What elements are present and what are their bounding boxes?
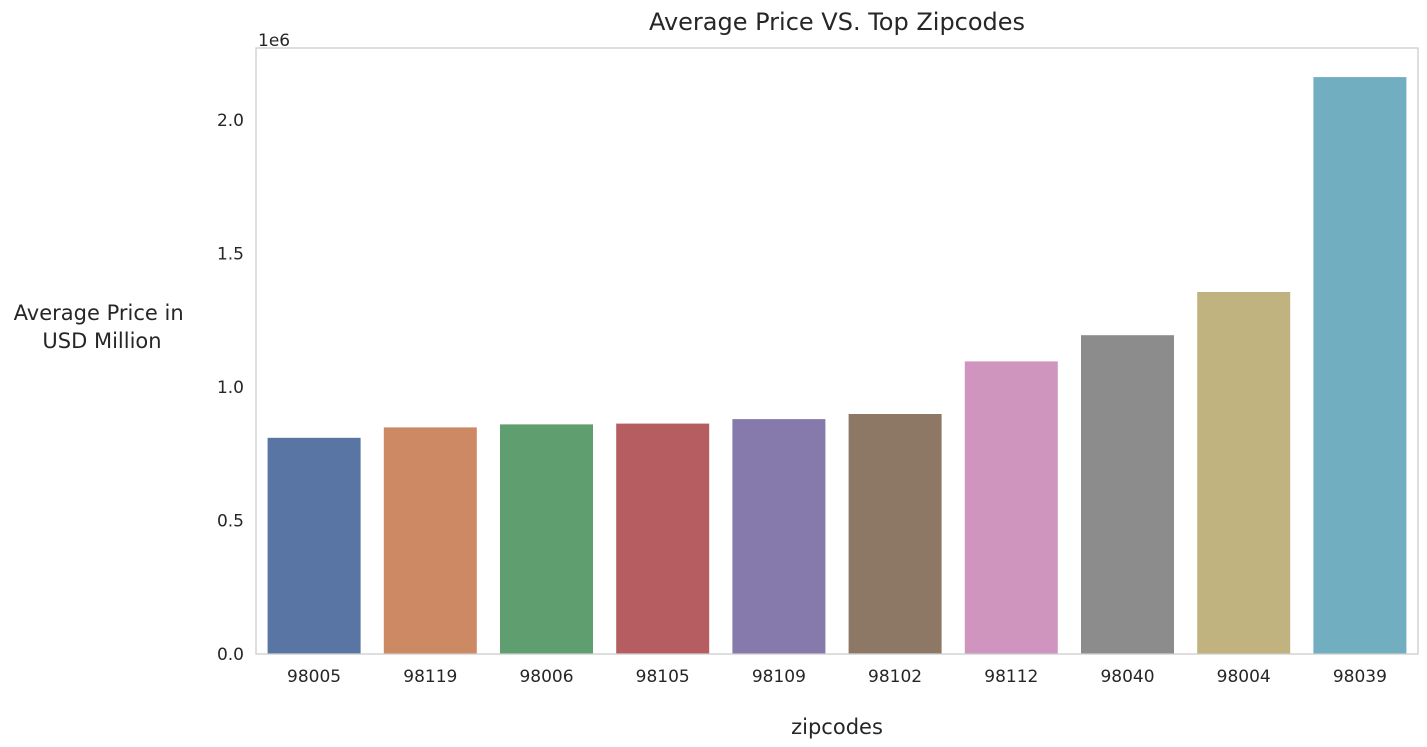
x-axis-label: zipcodes — [791, 715, 883, 739]
x-tick-label: 98039 — [1333, 667, 1387, 687]
y-tick-label: 1.0 — [217, 378, 244, 398]
bar-98039 — [1313, 77, 1407, 655]
y-axis-label: Average Price in USD Million — [14, 301, 191, 353]
x-tick-label: 98109 — [752, 667, 806, 687]
x-tick-label: 98040 — [1100, 667, 1154, 687]
x-tick-label: 98004 — [1217, 667, 1271, 687]
x-tick-label: 98105 — [636, 667, 690, 687]
bar-98105 — [616, 423, 710, 654]
y-axis-offset-label: 1e6 — [258, 31, 290, 51]
bar-98004 — [1197, 292, 1291, 654]
x-tick-label: 98119 — [403, 667, 457, 687]
plot-frame — [255, 47, 1419, 655]
x-tick-label: 98005 — [287, 667, 341, 687]
x-tick-label: 98102 — [868, 667, 922, 687]
x-tick-label: 98112 — [984, 667, 1038, 687]
bar-98006 — [500, 424, 593, 654]
chart-title: Average Price VS. Top Zipcodes — [649, 8, 1025, 36]
y-axis-label-line-1: Average Price in — [14, 301, 184, 325]
bar-98119 — [383, 427, 477, 654]
bar-98040 — [1081, 335, 1174, 654]
bar-98005 — [267, 437, 361, 654]
bar-98102 — [848, 414, 942, 654]
bars-group — [267, 77, 1407, 655]
bar-98109 — [732, 419, 826, 654]
y-tick-label: 2.0 — [217, 111, 244, 131]
y-axis-label-line-2: USD Million — [42, 329, 161, 353]
y-tick-label: 0.0 — [217, 645, 244, 665]
y-ticks-group: 0.0 0.5 1.0 1.5 2.0 — [217, 111, 244, 665]
x-ticks-group: 98005 98119 98006 98105 98109 98102 98112 98040… — [287, 667, 1387, 687]
y-tick-label: 0.5 — [217, 512, 244, 532]
x-tick-label: 98006 — [519, 667, 573, 687]
bar-98112 — [964, 361, 1058, 654]
y-tick-label: 1.5 — [217, 245, 244, 265]
